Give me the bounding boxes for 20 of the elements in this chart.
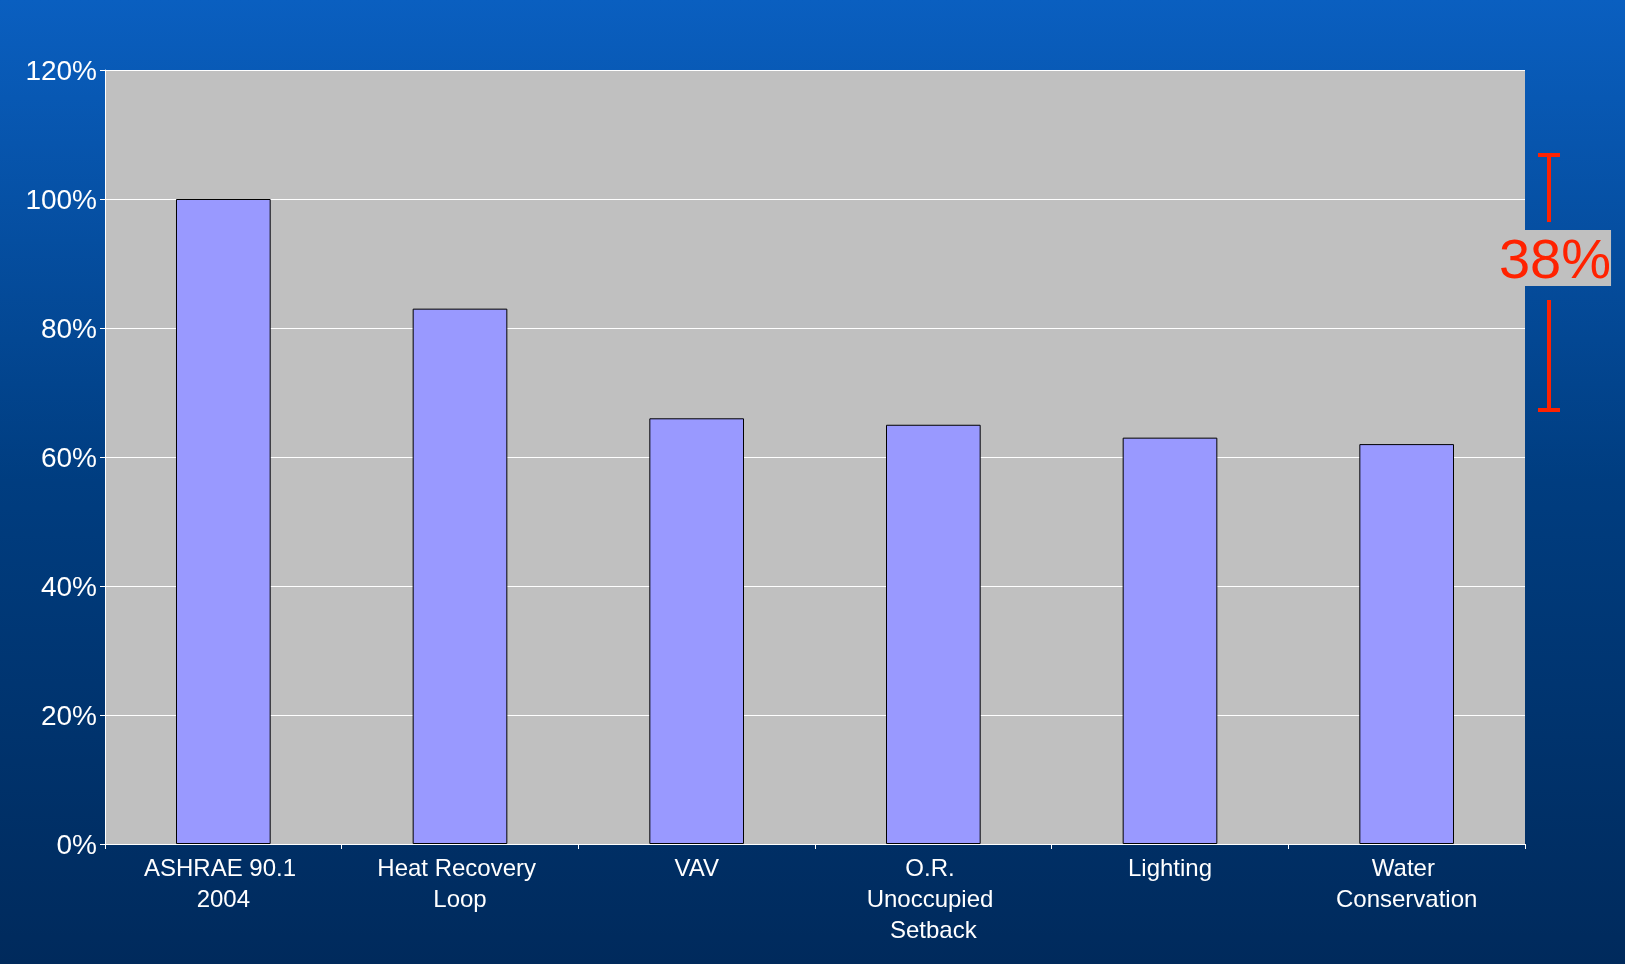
y-tick-label: 40%	[40, 570, 97, 602]
annotation: 38%	[1498, 226, 1612, 290]
bar	[886, 424, 981, 844]
x-tick-label: O.R. Unoccupied Setback	[866, 854, 1001, 943]
x-tick-label: VAV	[674, 854, 719, 881]
bar	[649, 418, 744, 844]
bar	[412, 308, 508, 844]
y-tick-label: 100%	[25, 183, 97, 215]
y-tick-label: 0%	[56, 828, 97, 860]
x-tick-label: ASHRAE 90.1 2004	[143, 854, 303, 912]
y-tick-label: 20%	[40, 699, 97, 731]
x-tick-label: Heat Recovery Loop	[377, 854, 543, 912]
bar	[176, 199, 271, 844]
y-tick-label: 120%	[25, 54, 97, 86]
x-tick-label: Lighting	[1127, 854, 1213, 881]
y-tick-label: 60%	[40, 441, 97, 473]
x-tick-label: Water Conservation	[1335, 854, 1478, 912]
bar	[1122, 437, 1218, 844]
y-tick-label: 80%	[40, 312, 97, 344]
bar	[1359, 444, 1454, 844]
